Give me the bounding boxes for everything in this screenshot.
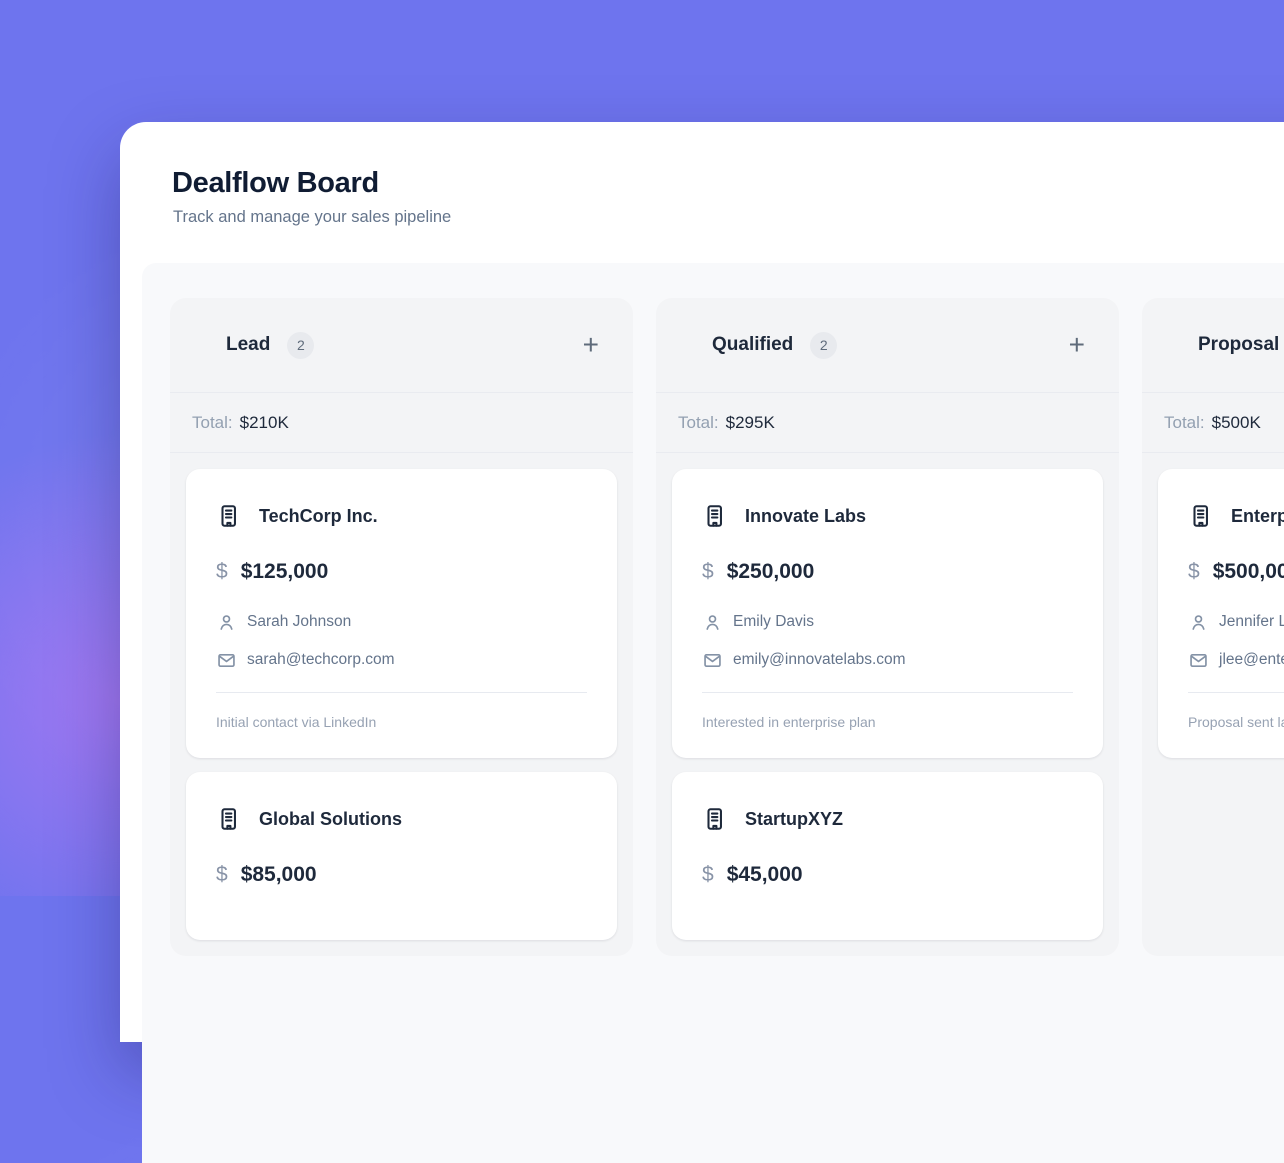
- card-divider: [702, 692, 1073, 693]
- dealflow-panel: Dealflow Board Track and manage your sal…: [120, 122, 1284, 1163]
- company-row: Enterprise Co: [1188, 503, 1284, 529]
- contact-row: Emily Davis: [702, 611, 1073, 633]
- mail-icon: [704, 653, 721, 667]
- email-row: sarah@techcorp.com: [216, 649, 587, 671]
- company-row: TechCorp Inc.: [216, 503, 587, 529]
- pipeline-column: Qualified 2 + Total: $295K Innovate Labs…: [656, 298, 1119, 956]
- person-icon: [1192, 614, 1205, 630]
- note-row: Proposal sent last week: [1188, 713, 1284, 732]
- page-subtitle: Track and manage your sales pipeline: [173, 208, 452, 226]
- value-row: $ $500,000: [1188, 559, 1284, 585]
- email-row: emily@innovatelabs.com: [702, 649, 1073, 671]
- deal-value: $85,000: [240, 863, 317, 886]
- deal-card[interactable]: StartupXYZ $ $45,000: [672, 772, 1103, 940]
- company-row: Global Solutions: [216, 806, 587, 832]
- total-value: $210K: [239, 412, 289, 432]
- cards-list: Innovate Labs $ $250,000 Emily Davis emi…: [656, 453, 1119, 956]
- company-row: StartupXYZ: [702, 806, 1073, 832]
- deal-card[interactable]: TechCorp Inc. $ $125,000 Sarah Johnson s…: [186, 469, 617, 758]
- total-value: $295K: [725, 412, 775, 432]
- deal-value: $45,000: [726, 863, 803, 886]
- building-icon: [1193, 505, 1208, 527]
- dollar-symbol: $: [216, 863, 228, 886]
- total-value: $500K: [1211, 412, 1261, 432]
- dollar-symbol: $: [1188, 560, 1200, 583]
- value-row: $ $125,000: [216, 559, 587, 585]
- column-header: Proposal +: [1142, 298, 1284, 393]
- building-icon: [221, 505, 236, 527]
- column-total: Total: $500K: [1142, 393, 1284, 453]
- deal-note: Interested in enterprise plan: [702, 714, 876, 730]
- contact-email: jlee@enterpriseco.com: [1219, 651, 1284, 668]
- contact-name: Emily Davis: [733, 613, 814, 630]
- contact-name: Sarah Johnson: [247, 613, 352, 630]
- company-row: Innovate Labs: [702, 503, 1073, 529]
- page-title: Dealflow Board: [172, 167, 379, 199]
- dollar-symbol: $: [702, 863, 714, 886]
- cards-list: Enterprise Co $ $500,000 Jennifer Lee jl…: [1142, 453, 1284, 774]
- value-row: $ $250,000: [702, 559, 1073, 585]
- cards-list: TechCorp Inc. $ $125,000 Sarah Johnson s…: [170, 453, 633, 956]
- column-header: Qualified 2 +: [656, 298, 1119, 393]
- column-title: Proposal: [1198, 334, 1280, 355]
- value-row: $ $45,000: [702, 862, 1073, 888]
- add-deal-button[interactable]: +: [583, 331, 599, 359]
- contact-email: emily@innovatelabs.com: [733, 651, 906, 668]
- contact-email: sarah@techcorp.com: [247, 651, 395, 668]
- column-title: Lead: [226, 334, 271, 355]
- column-count-badge: 2: [287, 331, 315, 359]
- person-icon: [220, 614, 233, 630]
- total-label: Total:: [678, 412, 719, 432]
- company-name: StartupXYZ: [745, 809, 844, 829]
- column-title: Qualified: [712, 334, 794, 355]
- company-name: Enterprise Co: [1231, 506, 1284, 526]
- company-name: TechCorp Inc.: [259, 506, 378, 526]
- card-divider: [216, 692, 587, 693]
- column-total: Total: $295K: [656, 393, 1119, 453]
- contact-row: Sarah Johnson: [216, 611, 587, 633]
- deal-card[interactable]: Global Solutions $ $85,000: [186, 772, 617, 940]
- columns-row: Lead 2 + Total: $210K TechCorp Inc. $ $1…: [170, 298, 1284, 956]
- column-header: Lead 2 +: [170, 298, 633, 393]
- deal-value: $500,000: [1212, 560, 1284, 583]
- total-label: Total:: [1164, 412, 1205, 432]
- building-icon: [707, 505, 722, 527]
- company-name: Innovate Labs: [745, 506, 867, 526]
- deal-card[interactable]: Innovate Labs $ $250,000 Emily Davis emi…: [672, 469, 1103, 758]
- panel-header: Dealflow Board Track and manage your sal…: [120, 122, 1284, 227]
- deal-value: $125,000: [240, 560, 329, 583]
- plus-icon: +: [1068, 329, 1085, 360]
- dollar-symbol: $: [702, 560, 714, 583]
- column-count-badge: 2: [810, 331, 838, 359]
- building-icon: [707, 808, 722, 830]
- plus-icon: +: [582, 329, 599, 360]
- email-row: jlee@enterpriseco.com: [1188, 649, 1284, 671]
- board-area: Lead 2 + Total: $210K TechCorp Inc. $ $1…: [142, 263, 1284, 1163]
- deal-value: $250,000: [726, 560, 815, 583]
- company-name: Global Solutions: [259, 809, 402, 829]
- note-row: Initial contact via LinkedIn: [216, 713, 587, 732]
- deal-note: Proposal sent last week: [1188, 714, 1284, 730]
- column-total: Total: $210K: [170, 393, 633, 453]
- note-row: Interested in enterprise plan: [702, 713, 1073, 732]
- building-icon: [221, 808, 236, 830]
- contact-name: Jennifer Lee: [1219, 613, 1284, 630]
- card-divider: [1188, 692, 1284, 693]
- mail-icon: [218, 653, 235, 667]
- contact-row: Jennifer Lee: [1188, 611, 1284, 633]
- deal-card[interactable]: Enterprise Co $ $500,000 Jennifer Lee jl…: [1158, 469, 1284, 758]
- mail-icon: [1190, 653, 1207, 667]
- person-icon: [706, 614, 719, 630]
- dollar-symbol: $: [216, 560, 228, 583]
- value-row: $ $85,000: [216, 862, 587, 888]
- add-deal-button[interactable]: +: [1069, 331, 1085, 359]
- total-label: Total:: [192, 412, 233, 432]
- deal-note: Initial contact via LinkedIn: [216, 714, 377, 730]
- pipeline-column: Proposal + Total: $500K Enterprise Co $ …: [1142, 298, 1284, 956]
- pipeline-column: Lead 2 + Total: $210K TechCorp Inc. $ $1…: [170, 298, 633, 956]
